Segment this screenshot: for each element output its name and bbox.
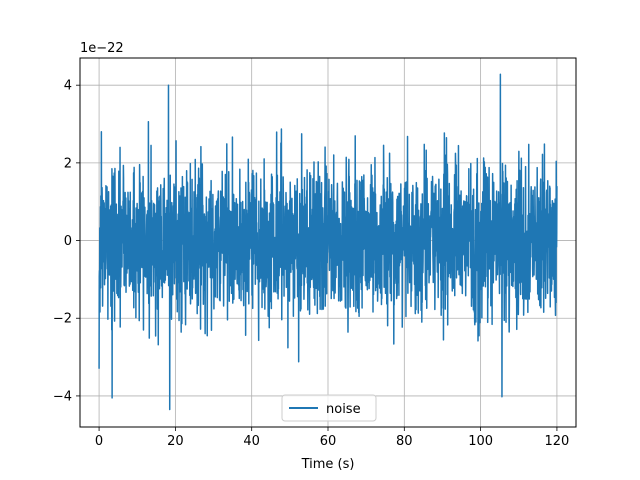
x-tick-label: 0: [95, 434, 103, 449]
plot-area: [98, 73, 558, 411]
x-tick-label: 20: [167, 434, 184, 449]
x-axis-ticks: 0 20 40 60 80 100 120: [95, 427, 569, 449]
legend: noise: [281, 394, 377, 422]
x-tick-label: 40: [243, 434, 260, 449]
y-axis-ticks: −4 −2 0 2 4: [53, 79, 80, 404]
y-offset-label: 1e−22: [80, 41, 124, 56]
legend-label: noise: [326, 402, 361, 417]
x-tick-label: 60: [320, 434, 337, 449]
x-axis-label: Time (s): [301, 457, 355, 472]
legend-box: [281, 394, 377, 422]
y-tick-label: 0: [64, 234, 72, 249]
y-tick-label: 4: [64, 79, 72, 94]
noise-series-line: [98, 73, 558, 411]
x-tick-label: 100: [468, 434, 493, 449]
x-tick-label: 120: [545, 434, 570, 449]
y-tick-label: −4: [53, 389, 72, 404]
y-tick-label: −2: [53, 312, 72, 327]
x-tick-label: 80: [396, 434, 413, 449]
y-tick-label: 2: [64, 156, 72, 171]
